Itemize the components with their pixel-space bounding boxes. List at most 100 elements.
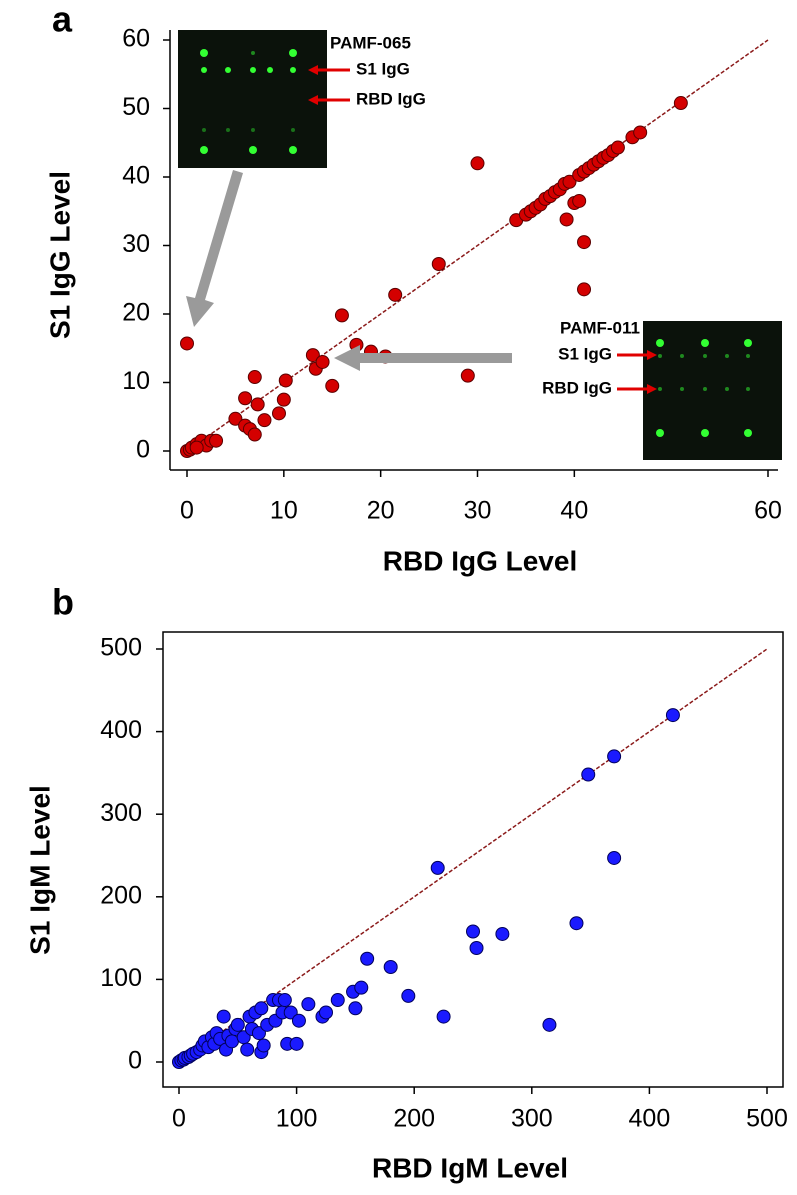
point [228,411,243,426]
y-tick-label: 20 [122,299,150,327]
point [209,433,224,448]
point [180,336,194,351]
point [360,951,375,966]
point [559,212,574,227]
gray-arrows [186,170,512,371]
x-tick-label: 0 [172,1105,186,1133]
panel-label: a [52,0,73,40]
point [562,174,577,189]
y-tick-label: 500 [100,634,142,662]
point [305,348,320,363]
point [251,1026,266,1041]
x-axis-title: RBD IgM Level [372,1152,568,1183]
point [469,941,484,956]
point [334,308,349,323]
x-tick-label: 0 [180,497,194,525]
y-tick-label: 300 [100,799,142,827]
y-tick-label: 40 [122,162,150,190]
point [247,370,262,385]
point [470,156,485,171]
y-axis-title: S1 IgG Level [44,171,75,339]
point [277,993,292,1008]
point [257,413,272,428]
y-tick-label: 100 [100,964,142,992]
point [495,926,510,941]
point [283,1005,298,1020]
y-axis-title: S1 IgM Level [24,785,55,955]
point [569,916,584,931]
point [431,256,446,271]
point [254,1001,269,1016]
identity-line [186,39,769,452]
inset-spots [200,49,297,154]
y-tick-label: 400 [100,716,142,744]
y-tick-label: 10 [122,367,150,395]
point [401,988,416,1003]
point [383,960,398,975]
y-tick-label: 60 [122,25,150,53]
point [238,391,253,406]
point [633,125,648,140]
point [189,440,204,455]
point [216,1009,231,1024]
panel-label: b [52,582,74,623]
annotation: S1 IgG [558,344,612,363]
point [542,1017,557,1032]
x-tick-label: 20 [367,497,395,525]
point [665,708,680,723]
point [240,1042,255,1057]
point [572,193,587,208]
y-tick-label: 50 [122,93,150,121]
point [315,354,330,369]
point [607,749,622,764]
point [230,1017,245,1032]
point [436,1009,451,1024]
point [319,1005,333,1020]
x-axis-title: RBD IgG Level [383,545,577,576]
point [256,1038,271,1053]
insets: PAMF-065 S1 IgG RBD IgG PAMF-011 S1 IgG … [178,30,782,460]
annotation: PAMF-065 [330,33,411,52]
point [577,282,592,297]
point [460,368,475,383]
x-tick-label: 30 [464,497,492,525]
y-tick-label: 0 [128,1047,142,1075]
point [325,378,340,393]
point [291,1013,306,1028]
inset-spots [656,339,752,437]
annotation: PAMF-011 [560,318,640,337]
red-arrows [308,65,657,394]
point [430,860,445,875]
point [278,373,293,388]
x-tick-label: 500 [746,1105,788,1133]
point [330,993,345,1008]
point [276,392,291,407]
x-tick-label: 400 [629,1105,671,1133]
y-tick-label: 200 [100,881,142,909]
point [577,235,592,250]
point [607,850,622,865]
point [466,924,480,939]
x-tick-label: 100 [276,1105,318,1133]
inset-image [643,321,782,460]
point [250,397,265,412]
point [289,1036,304,1051]
annotation: RBD IgG [542,378,612,397]
y-tick-label: 0 [136,436,150,464]
point [247,427,262,442]
plot-frame [162,631,784,1088]
point [224,1034,239,1049]
x-tick-label: 10 [270,497,298,525]
point [581,767,596,782]
point [610,140,625,155]
annotation: RBD IgG [356,89,426,108]
point [354,980,369,995]
point [388,287,403,302]
x-tick-label: 40 [560,497,588,525]
point [673,96,688,111]
annotation: S1 IgG [356,59,410,78]
point [271,406,286,421]
x-tick-label: 300 [511,1105,553,1133]
point [301,997,316,1012]
